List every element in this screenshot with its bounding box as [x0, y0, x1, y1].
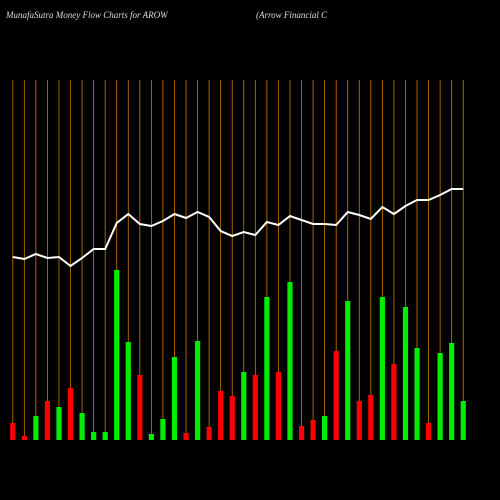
bar [322, 416, 328, 440]
bar [287, 282, 293, 440]
bar [44, 401, 51, 440]
bar [160, 419, 166, 440]
bar [414, 348, 420, 440]
bar [194, 341, 201, 440]
bar [252, 375, 258, 440]
bar [114, 270, 120, 440]
bar [368, 395, 374, 440]
bar [102, 432, 108, 440]
bar [356, 401, 362, 440]
bar [425, 423, 432, 440]
bar [449, 343, 455, 440]
bar [171, 357, 178, 440]
bar [218, 391, 224, 440]
bar [310, 420, 316, 440]
bar [460, 401, 466, 440]
bar [79, 413, 85, 440]
bar [183, 433, 189, 440]
bar [21, 436, 27, 440]
bar [264, 297, 270, 440]
bar [10, 423, 16, 440]
bar [125, 342, 131, 440]
bar [33, 416, 39, 440]
bar [56, 407, 62, 440]
bar [298, 426, 305, 440]
bar [437, 353, 443, 440]
price-line [12, 188, 464, 268]
bar [345, 301, 351, 440]
chart-subtitle: (Arrow Financial C [256, 10, 328, 20]
bar [241, 372, 247, 440]
bar [402, 307, 409, 440]
bar [137, 375, 143, 440]
bar [67, 388, 74, 440]
bar [333, 351, 339, 440]
chart-title: MunafaSutra Money Flow Charts for AROW [5, 10, 169, 20]
bar [379, 297, 385, 440]
bar [391, 364, 397, 440]
bar [275, 372, 282, 440]
bar [229, 396, 235, 440]
bar [148, 434, 154, 440]
bar [206, 427, 212, 440]
bar [91, 432, 97, 440]
